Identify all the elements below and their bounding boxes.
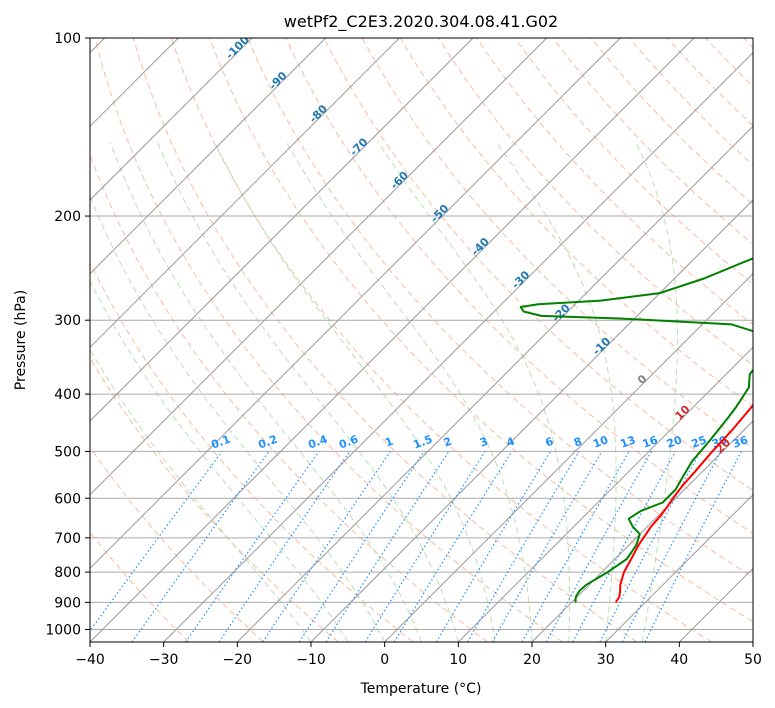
x-tick-label: −10	[296, 652, 326, 668]
profiles	[519, 257, 753, 603]
mixing-ratio-line	[545, 451, 652, 642]
y-tick-label: 200	[54, 209, 81, 225]
mixing-ratio-line	[298, 451, 425, 642]
dry-adiabat-line	[514, 38, 753, 285]
mixing-ratio-label: 0.4	[306, 433, 329, 452]
mixing-ratio-label: 1	[383, 435, 395, 450]
isotherm-gridline	[531, 420, 753, 642]
mixing-ratio-label: 4	[505, 435, 517, 450]
dry-adiabat-line	[247, 38, 753, 578]
x-tick-label: 50	[744, 652, 762, 668]
dry-adiabat-line	[209, 38, 753, 623]
y-tick-label: 100	[54, 31, 81, 47]
mixing-ratio-label: 2	[442, 435, 454, 450]
mixing-ratio-label: 16	[641, 433, 660, 451]
chart-title: wetPf2_C2E3.2020.304.08.41.G02	[284, 12, 558, 32]
dry-adiabat-line	[476, 38, 753, 326]
mixing-ratio-label: 10	[591, 433, 610, 451]
isotherm-gridline	[457, 346, 753, 642]
y-tick-label: 700	[54, 531, 81, 547]
mixing-ratio-label: 0.2	[256, 433, 279, 452]
mixing-ratio-line	[185, 451, 320, 642]
y-tick-label: 500	[54, 444, 81, 460]
y-tick-label: 900	[54, 595, 81, 611]
background-lines	[90, 38, 753, 642]
isotherm-gridline	[90, 38, 327, 275]
x-tick-label: 40	[670, 652, 688, 668]
mixing-ratio-label: 20	[665, 433, 684, 451]
x-tick-label: −20	[223, 652, 253, 668]
mixing-ratio-label: 8	[572, 435, 584, 450]
temperature-profile-line	[614, 403, 753, 603]
dry-adiabat-line	[170, 38, 712, 642]
mixing-ratio-line	[90, 451, 223, 632]
mixing-ratio-line	[131, 451, 270, 642]
x-tick-label: 0	[380, 652, 389, 668]
mixing-ratio-label: 0.6	[337, 433, 360, 452]
mixing-ratio-label: 3	[478, 435, 490, 450]
x-tick-label: −30	[149, 652, 179, 668]
isotherm-gridline	[236, 125, 753, 642]
dry-adiabat-line	[285, 38, 753, 535]
isotherm-gridline	[163, 51, 753, 642]
x-axis-label: Temperature (°C)	[360, 681, 482, 697]
isotherm-gridline	[90, 38, 474, 422]
mixing-ratio-label: 1.5	[412, 433, 435, 452]
isotherm-gridline	[90, 38, 548, 496]
mixing-ratio-line	[572, 451, 677, 642]
dewpoint-profile-line	[519, 257, 753, 603]
mixing-ratio-label: 0.1	[210, 433, 233, 452]
dry-adiabat-line	[90, 446, 264, 642]
dry-adiabat-line	[323, 38, 753, 492]
y-tick-label: 400	[54, 387, 81, 403]
mixing-ratio-line	[262, 451, 391, 642]
mixing-ratio-label: 6	[544, 435, 556, 450]
y-axis-label: Pressure (hPa)	[13, 290, 29, 390]
mixing-ratio-label: 36	[731, 433, 750, 451]
isotherm-gridline	[310, 199, 753, 642]
isotherm-gridline	[90, 38, 621, 570]
x-tick-label: 30	[597, 652, 615, 668]
axis-ticks: −40 −30 −20 −10 0 10 20 30 40 5010020030040050060…	[45, 31, 762, 668]
dry-adiabat-line	[94, 38, 563, 642]
isotherm-gridline	[90, 38, 253, 201]
isotherm-gridline	[90, 38, 400, 349]
isotherm-gridline	[90, 38, 695, 642]
y-tick-label: 800	[54, 565, 81, 581]
mixing-ratio-line	[393, 451, 513, 642]
y-tick-label: 1000	[45, 623, 81, 639]
x-tick-label: 20	[523, 652, 541, 668]
dry-adiabat-line	[90, 357, 339, 642]
mixing-ratio-line	[621, 451, 722, 642]
mixing-ratio-line	[521, 451, 630, 642]
isotherm-gridline	[384, 272, 753, 642]
x-tick-label: −40	[75, 652, 105, 668]
mixing-ratio-line	[218, 451, 351, 642]
y-tick-label: 300	[54, 313, 81, 329]
y-tick-label: 600	[54, 491, 81, 507]
mixing-ratio-line	[644, 451, 743, 642]
dry-adiabat-line	[90, 261, 414, 642]
x-tick-label: 10	[449, 652, 467, 668]
mixing-ratio-label: 13	[619, 433, 638, 450]
mixing-ratio-line	[325, 451, 450, 642]
isotherm-gridline	[605, 493, 753, 642]
plot-frame	[89, 37, 754, 643]
